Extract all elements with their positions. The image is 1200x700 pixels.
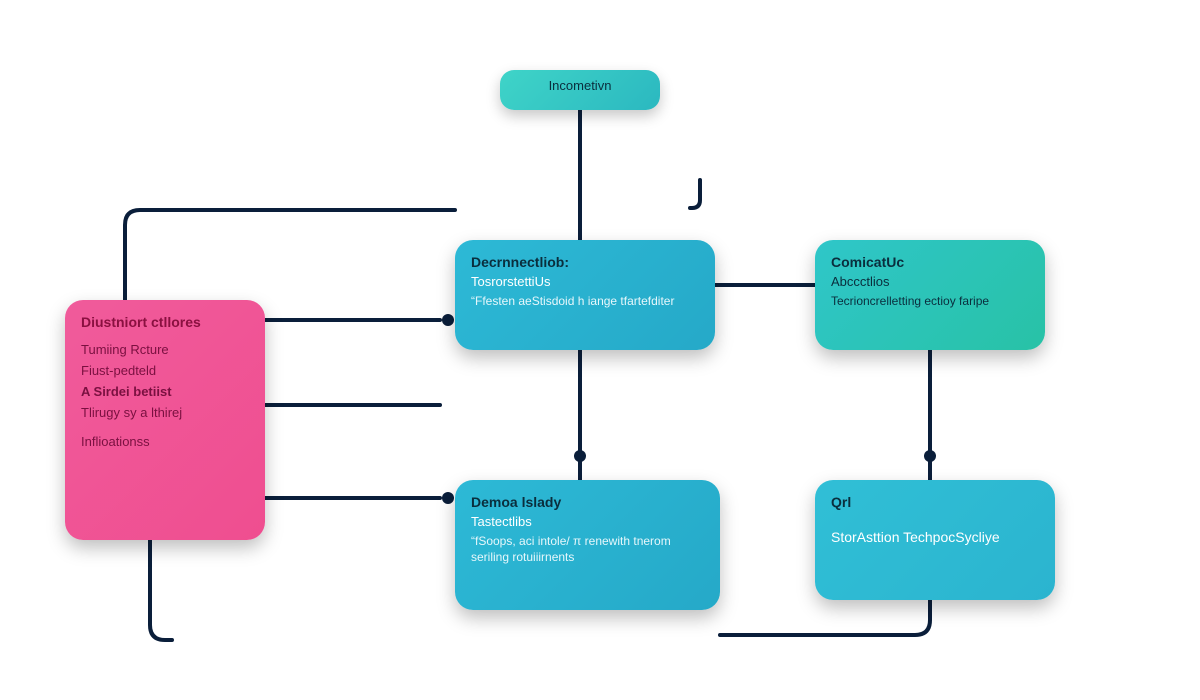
node-left-item-2: A Sirdei betiist [81, 384, 249, 399]
node-top-label: Incometivn [549, 78, 612, 93]
node-right-top-title: ComicatUc [831, 254, 1029, 270]
node-right-bottom: Qrl StorAsttion TechpocSycliye [815, 480, 1055, 600]
node-mid-bottom-sub: Tastectlibs [471, 514, 704, 529]
node-left-item-4: Inflioationss [81, 434, 249, 449]
node-top: Incometivn [500, 70, 660, 110]
node-left: Diustniort ctllores Tumiing Rcture Fiust… [65, 300, 265, 540]
node-right-bottom-title: Qrl [831, 494, 1039, 510]
node-left-item-0: Tumiing Rcture [81, 342, 249, 357]
node-left-item-3: Tlirugy sy a lthirej [81, 405, 249, 420]
node-mid-top-sub: TosrorstettiUs [471, 274, 699, 289]
node-left-title: Diustniort ctllores [81, 314, 249, 330]
node-mid-bottom-title: Demoa lslady [471, 494, 704, 510]
node-mid-bottom: Demoa lslady Tastectlibs “fSoops, aci in… [455, 480, 720, 610]
node-right-bottom-body: StorAsttion TechpocSycliye [831, 528, 1039, 547]
node-mid-bottom-body: “fSoops, aci intole/ π renewith tnerom s… [471, 533, 704, 565]
node-right-top-sub: Abccctlios [831, 274, 1029, 289]
node-mid-top-body: “Ffesten aeStisdoid h iange tfartefditer [471, 293, 699, 309]
flowchart-canvas: Incometivn Diustniort ctllores Tumiing R… [0, 0, 1200, 700]
node-left-item-1: Fiust-pedteld [81, 363, 249, 378]
node-mid-top-title: Decrnnectliob: [471, 254, 699, 270]
node-mid-top: Decrnnectliob: TosrorstettiUs “Ffesten a… [455, 240, 715, 350]
node-right-top: ComicatUc Abccctlios Tecrioncrelletting … [815, 240, 1045, 350]
node-right-top-body: Tecrioncrelletting ectioy faripe [831, 293, 1029, 309]
